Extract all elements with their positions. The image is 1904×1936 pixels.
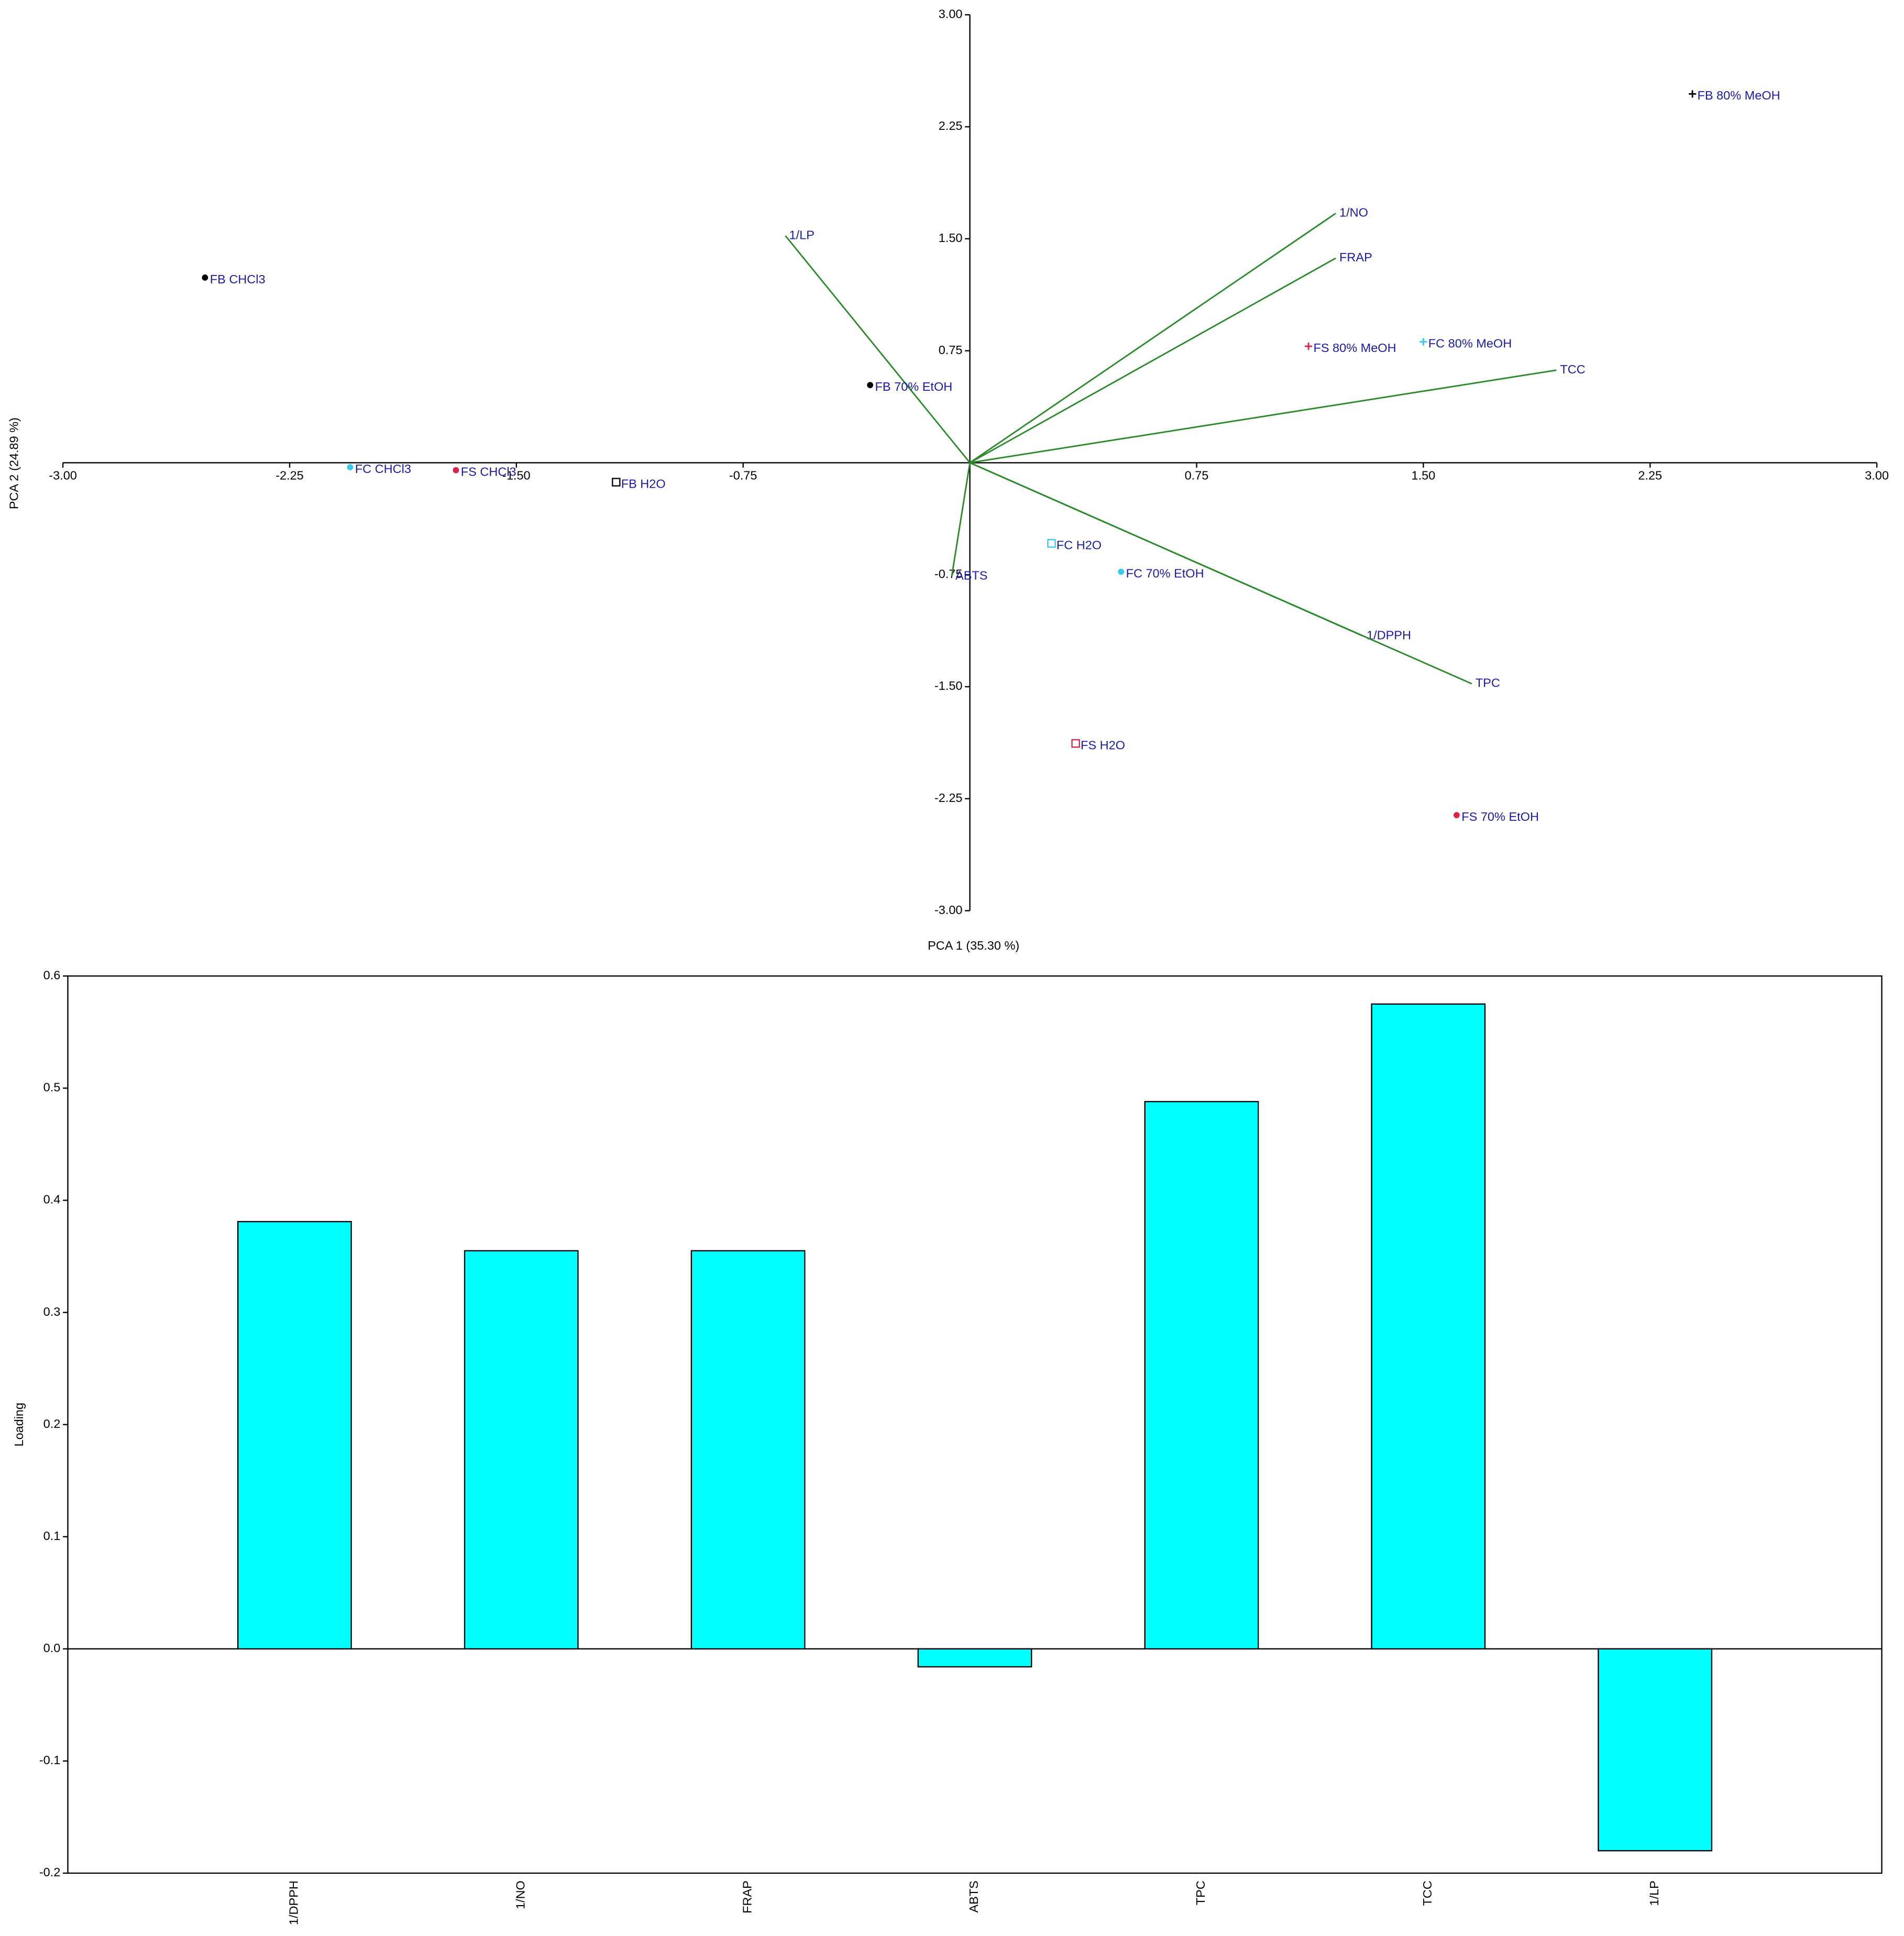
point-label: FC 80% MeOH — [1428, 336, 1512, 350]
point — [202, 274, 208, 281]
y-axis-title: Loading — [12, 1403, 26, 1447]
vector-label: 1/NO — [1339, 206, 1368, 219]
point-label: FC H2O — [1056, 538, 1102, 552]
bar — [1598, 1648, 1713, 1852]
bar — [237, 1220, 352, 1650]
point — [347, 464, 354, 470]
y-tick-label: 0.1 — [43, 1529, 61, 1543]
vector-label: FRAP — [1339, 250, 1372, 264]
point-label: FS H2O — [1081, 738, 1125, 752]
point — [1453, 812, 1460, 819]
y-tick-label: 0.0 — [43, 1641, 61, 1655]
y-tick-label: 2.25 — [939, 119, 963, 133]
loading-vector — [970, 462, 1472, 685]
x-tick-label: FRAP — [740, 1880, 754, 1913]
point — [867, 382, 874, 389]
x-tick-label: -0.75 — [729, 469, 757, 482]
x-tick-label: 3.00 — [1865, 469, 1889, 482]
x-tick-label: 1/DPPH — [287, 1880, 301, 1925]
y-tick-label: -3.00 — [934, 903, 963, 917]
point-label: FB CHCl3 — [210, 272, 266, 286]
point-label: FS 80% MeOH — [1313, 341, 1396, 355]
x-tick-label: 1/LP — [1647, 1880, 1661, 1906]
point — [453, 467, 459, 474]
y-axis-title: PCA 2 (24.89 %) — [7, 417, 21, 509]
bar — [464, 1250, 579, 1650]
point-label: FC 70% EtOH — [1126, 566, 1204, 580]
x-tick-label: TPC — [1194, 1880, 1207, 1905]
x-tick-label: 1/NO — [513, 1880, 527, 1909]
x-tick-label: 2.25 — [1638, 469, 1662, 482]
point-label: FB H2O — [621, 477, 666, 490]
loading-vector — [970, 369, 1557, 464]
point — [1071, 739, 1080, 748]
x-tick-label: -2.25 — [276, 469, 304, 482]
vector-label: 1/LP — [789, 228, 815, 241]
y-tick-label: 0.2 — [43, 1417, 61, 1431]
point — [1118, 568, 1125, 575]
loading-vector — [969, 213, 1336, 464]
y-tick-label: -1.50 — [934, 679, 963, 692]
loading-vector — [785, 235, 971, 464]
x-tick-label: TCC — [1421, 1880, 1434, 1906]
bar — [690, 1250, 806, 1650]
x-tick-label: 0.75 — [1185, 469, 1209, 482]
point — [1419, 338, 1427, 346]
y-tick-label: 0.75 — [939, 343, 963, 357]
bar — [1144, 1101, 1259, 1650]
y-tick-label: 0.3 — [43, 1305, 61, 1318]
vector-label: ABTS — [955, 568, 987, 582]
point-label: FS 70% EtOH — [1461, 810, 1539, 823]
y-tick-label: 1.50 — [939, 231, 963, 245]
point-label: FB 80% MeOH — [1697, 89, 1780, 102]
y-tick-label: -0.2 — [39, 1865, 61, 1879]
vector-label: TPC — [1476, 676, 1500, 690]
y-tick-label: -2.25 — [934, 791, 963, 805]
x-axis-title: PCA 1 (35.30 %) — [928, 939, 1019, 952]
y-tick-label: 3.00 — [939, 7, 963, 20]
point-label: FC CHCl3 — [355, 462, 411, 476]
vector-label: 1/DPPH — [1367, 628, 1411, 642]
loading-vector — [951, 463, 971, 577]
vector-label: TCC — [1560, 362, 1585, 376]
loading-vector — [969, 257, 1336, 464]
y-tick-label: -0.1 — [39, 1753, 61, 1767]
bar — [1371, 1003, 1486, 1650]
y-tick-label: -0.75 — [934, 567, 963, 580]
point-label: FB 70% EtOH — [875, 380, 953, 393]
y-tick-label: 0.6 — [43, 969, 61, 982]
x-tick-label: -3.00 — [49, 469, 77, 482]
point — [1689, 90, 1697, 98]
y-tick-label: 0.5 — [43, 1081, 61, 1094]
point-label: FS CHCl3 — [461, 465, 516, 479]
point — [612, 478, 621, 487]
bar — [917, 1648, 1032, 1668]
x-tick-label: ABTS — [967, 1880, 981, 1912]
x-tick-label: -1.50 — [502, 469, 531, 482]
point — [1304, 343, 1313, 350]
x-tick-label: 1.50 — [1411, 469, 1435, 482]
point — [1047, 539, 1056, 548]
y-tick-label: 0.4 — [43, 1193, 61, 1206]
